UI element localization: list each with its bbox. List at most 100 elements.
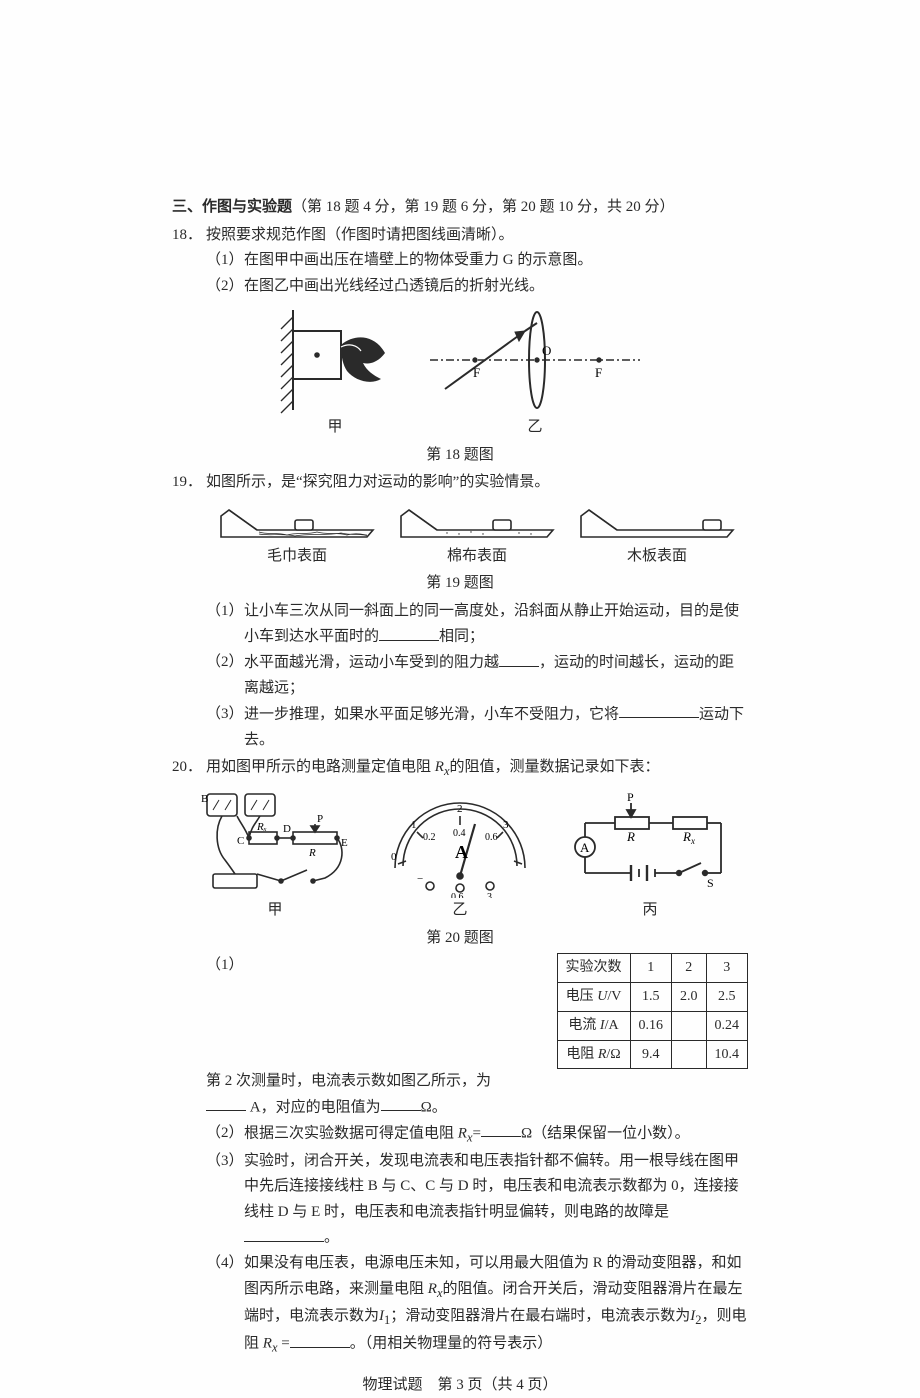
q18-p2: 在图乙中画出光线经过凸透镜后的折射光线。 [244, 278, 544, 294]
q19-number: 19． [172, 470, 206, 496]
section-points: （第 18 题 4 分，第 19 题 6 分，第 20 题 10 分，共 20 … [292, 199, 675, 215]
q20-p2: 根据三次实验数据可得定值电阻 Rx=Ω（结果保留一位小数）。 [244, 1121, 748, 1149]
question-18: 18． 按照要求规范作图（作图时请把图线画清晰）。 （1）在图甲中画出压在墙壁上… [172, 223, 748, 300]
terminal-D: D [283, 823, 291, 835]
q19-p1: 让小车三次从同一斜面上的同一高度处，沿斜面从静止开始运动，目的是使小车到达水平面… [244, 599, 748, 651]
q20-blank-formula[interactable] [290, 1331, 350, 1348]
q19-figure-row: 毛巾表面 棉布表面 木板表面 [206, 502, 748, 570]
label-R: R [308, 847, 316, 859]
wall-block-diagram [275, 305, 395, 415]
meter-A: A [455, 842, 468, 862]
q19-surf1: 毛巾表面 [217, 502, 377, 570]
q19-surf3: 木板表面 [577, 502, 737, 570]
focal-F-left: F [473, 365, 480, 380]
question-20: 20．用如图甲所示的电路测量定值电阻 Rx的阻值，测量数据记录如下表： [172, 755, 748, 782]
q20-body: 用如图甲所示的电路测量定值电阻 Rx的阻值，测量数据记录如下表： [206, 755, 748, 782]
q20-fig-bing: A P R Rx S 丙 [565, 793, 735, 924]
q20-p3-n: （3） [206, 1149, 244, 1175]
tick-0a: 0 [391, 851, 397, 863]
circuit-bing: A P R Rx S [565, 793, 735, 898]
q19-p2: 水平面越光滑，运动小车受到的阻力越，运动的时间越长，运动的距离越远； [244, 650, 748, 702]
section-heading: 三、作图与实验题（第 18 题 4 分，第 19 题 6 分，第 20 题 10… [172, 195, 748, 221]
terminal-E: E [341, 837, 348, 849]
term-3: 3 [487, 892, 492, 898]
q18-p2-num: （2） [206, 274, 244, 300]
q18-body: 按照要求规范作图（作图时请把图线画清晰）。 （1）在图甲中画出压在墙壁上的物体受… [206, 223, 748, 300]
focal-F-right: F [595, 365, 602, 380]
q20-blank-fault[interactable] [244, 1225, 324, 1242]
q19-surf2-label: 棉布表面 [397, 544, 557, 570]
q20-fig-jia: B C Rₓ D P R E 甲 [195, 788, 355, 924]
q19-blank-1[interactable] [379, 624, 439, 641]
tick-06: 0.6 [485, 832, 498, 843]
tick-3: 3 [503, 819, 509, 831]
q20-figure-row: B C Rₓ D P R E 甲 [182, 788, 748, 924]
q19-p1-n: （1） [206, 599, 244, 625]
q20-bing-label: 丙 [565, 898, 735, 924]
q19-body: 如图所示，是“探究阻力对运动的影响”的实验情景。 [206, 470, 748, 496]
ammeter-A: A [580, 840, 590, 855]
terminal-C: C [237, 835, 244, 847]
q18-number: 18． [172, 223, 206, 249]
th-exp: 实验次数 [557, 954, 630, 983]
rheostat-R: R [626, 829, 635, 844]
q20-blank-Rx[interactable] [481, 1121, 521, 1138]
q20-jia-label: 甲 [195, 898, 355, 924]
q20-subparts: 实验次数123 电压 U/V1.52.02.5 电流 I/A0.160.24 电… [206, 953, 748, 1359]
q20-p1: 第 2 次测量时，电流表示数如图乙所示，为 A，对应的电阻值为Ω。 [206, 1069, 710, 1121]
label-P: P [317, 813, 323, 825]
resistor-Rx: Rx [682, 829, 695, 846]
q19-surf2: 棉布表面 [397, 502, 557, 570]
q19-p3-n: （3） [206, 702, 244, 728]
page-footer: 物理试题 第 3 页（共 4 页） [172, 1373, 748, 1398]
q20-p1-n: （1） [206, 953, 244, 979]
term-minus: − [417, 873, 423, 885]
q18-fig-caption: 第 18 题图 [172, 443, 748, 469]
q18-stem: 按照要求规范作图（作图时请把图线画清晰）。 [206, 227, 514, 243]
q19-blank-3[interactable] [619, 702, 699, 719]
tick-02: 0.2 [423, 832, 436, 843]
q19-blank-2[interactable] [499, 650, 539, 667]
q18-p1-num: （1） [206, 248, 244, 274]
q20-blank-R[interactable] [381, 1095, 421, 1112]
q20-blank-A[interactable] [206, 1095, 246, 1112]
row-I: 电流 I/A [557, 1011, 630, 1040]
q20-data-table: 实验次数123 电压 U/V1.52.02.5 电流 I/A0.160.24 电… [557, 953, 749, 1069]
circuit-photo-diagram: B C Rₓ D P R E [195, 788, 355, 898]
q18-figure-row: 甲 F F O 乙 [172, 305, 748, 441]
q18-yi-label: 乙 [425, 415, 645, 441]
row-U: 电压 U/V [557, 983, 630, 1012]
q19-surf3-label: 木板表面 [577, 544, 737, 570]
q20-p4: 如果没有电压表，电源电压未知，可以用最大阻值为 R 的滑动变阻器，和如图丙所示电… [244, 1251, 748, 1359]
switch-S: S [707, 876, 714, 890]
q18-jia-label: 甲 [275, 415, 395, 441]
footer-a: 物理试题 第 3 页 [362, 1377, 482, 1393]
q20-fig-yi: 0 1 0.2 2 0.4 3 0.6 A − 0.6 3 乙 [375, 788, 545, 924]
question-19: 19．如图所示，是“探究阻力对运动的影响”的实验情景。 [172, 470, 748, 496]
label-Rx: Rₓ [256, 821, 267, 833]
tick-1: 1 [411, 819, 417, 831]
q19-surf1-label: 毛巾表面 [217, 544, 377, 570]
tick-2: 2 [457, 803, 463, 815]
tick-04: 0.4 [453, 828, 466, 839]
slider-P: P [627, 793, 634, 804]
q18-p1: 在图甲中画出压在墙壁上的物体受重力 G 的示意图。 [244, 252, 592, 268]
ammeter-dial: 0 1 0.2 2 0.4 3 0.6 A − 0.6 3 [375, 788, 545, 898]
q20-yi-label: 乙 [375, 898, 545, 924]
ramp-towel [217, 502, 377, 544]
q19-stem: 如图所示，是“探究阻力对运动的影响”的实验情景。 [206, 474, 549, 490]
q20-p4-n: （4） [206, 1251, 244, 1277]
footer-b: （共 4 页） [483, 1377, 558, 1393]
q20-fig-caption: 第 20 题图 [172, 926, 748, 952]
ramp-wood [577, 502, 737, 544]
q20-number: 20． [172, 755, 206, 781]
terminal-B: B [201, 793, 208, 805]
q19-fig-caption: 第 19 题图 [172, 571, 748, 597]
lens-O: O [542, 343, 551, 358]
q20-p2-n: （2） [206, 1121, 244, 1147]
q18-fig-jia: 甲 [275, 305, 395, 441]
q19-p2-n: （2） [206, 650, 244, 676]
row-R: 电阻 R/Ω [557, 1040, 630, 1069]
q18-fig-yi: F F O 乙 [425, 305, 645, 441]
ramp-cloth [397, 502, 557, 544]
